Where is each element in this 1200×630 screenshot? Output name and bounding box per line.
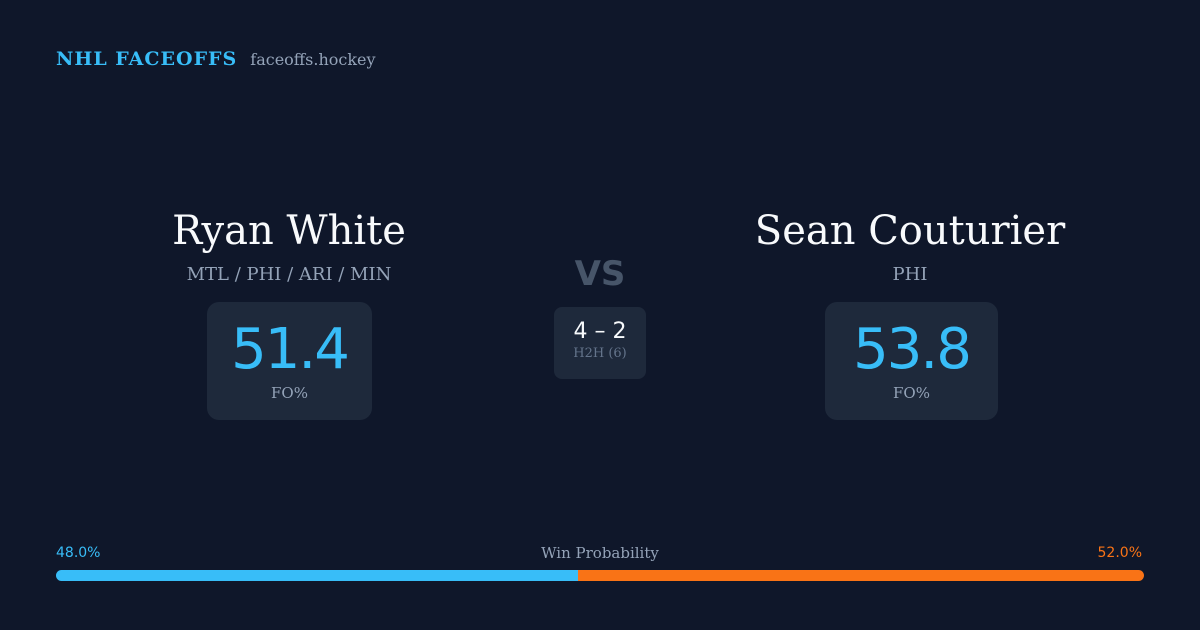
player-one-name: Ryan White — [172, 208, 406, 254]
player-two-teams: PHI — [892, 264, 928, 285]
win-probability-left-label: 48.0% — [56, 545, 101, 561]
versus-label: VS — [574, 254, 626, 294]
win-probability-bar — [56, 570, 1144, 581]
player-one-teams: MTL / PHI / ARI / MIN — [186, 264, 392, 285]
player-two: Sean Couturier PHI — [650, 205, 1170, 287]
player-one-fo-card: 51.4 FO% — [207, 302, 372, 420]
win-probability-right-fill — [578, 570, 1144, 581]
head-to-head-card: 4 – 2 H2H (6) — [554, 307, 646, 379]
win-probability-title: Win Probability — [541, 544, 659, 562]
brand-name: NHL FACEOFFS — [56, 48, 238, 70]
player-one-fo-value: 51.4 — [231, 317, 350, 382]
brand-site: faceoffs.hockey — [250, 50, 376, 69]
player-two-fo-label: FO% — [893, 384, 930, 402]
player-one: Ryan White MTL / PHI / ARI / MIN — [29, 205, 549, 287]
player-one-fo-label: FO% — [271, 384, 308, 402]
player-two-name: Sean Couturier — [754, 208, 1066, 254]
brand-header: NHL FACEOFFS faceoffs.hockey — [56, 48, 376, 70]
win-probability-right-label: 52.0% — [1097, 545, 1142, 561]
player-two-fo-value: 53.8 — [853, 317, 972, 382]
head-to-head-score: 4 – 2 — [573, 319, 627, 344]
win-probability-left-fill — [56, 570, 579, 581]
head-to-head-label: H2H (6) — [573, 346, 627, 361]
player-two-fo-card: 53.8 FO% — [825, 302, 998, 420]
